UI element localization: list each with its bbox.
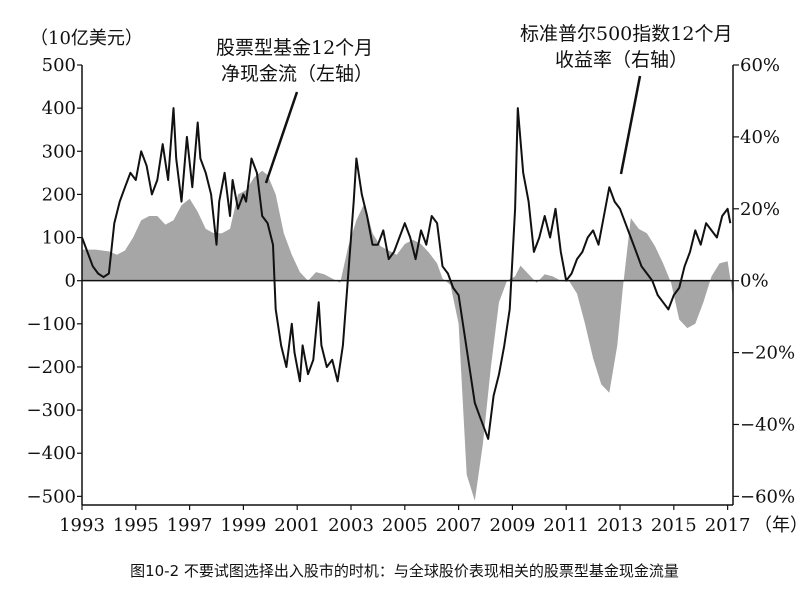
left-tick-label: 300 [42,141,76,162]
x-tick-label: 2015 [651,515,697,536]
right-tick-label: 40% [740,127,780,148]
x-tick-label: 1995 [113,515,159,536]
left-tick-label: −100 [27,314,76,335]
cash-flow-label-pointer [264,91,299,184]
figure-caption: 图10-2 不要试图选择出入股市的时机：与全球股价表现相关的股票型基金现金流量 [130,562,679,580]
right-tick-label: −20% [740,343,795,364]
x-tick-label: 2011 [543,515,589,536]
cash-flow-area [82,170,733,501]
cash-flow-area-layer [82,170,733,501]
x-tick-label: 2003 [328,515,374,536]
left-tick-label: 200 [42,184,76,205]
left-axis-unit: （10亿美元） [30,28,143,49]
left-tick-label: 500 [42,55,76,76]
left-tick-label: 100 [42,228,76,249]
x-tick-label: 2017 [705,515,751,536]
sp500-label-pointer [619,75,642,175]
left-tick-label: −500 [27,486,76,507]
x-tick-label: 2013 [597,515,643,536]
right-tick-label: 60% [740,55,780,76]
x-axis-unit: （年） [754,515,808,536]
axes: 500 400 300 200 100 0 −100 −200 −300 −400 −500 60% 4… [27,55,796,536]
cash-flow-label-line2: 净现金流（左轴） [221,63,373,85]
x-tick-label: 1999 [220,515,266,536]
left-tick-label: 400 [42,98,76,119]
cash-flow-label-line1: 股票型基金12个月 [216,37,373,59]
right-tick-label: 0% [740,271,769,292]
x-tick-label: 1993 [59,515,105,536]
x-tick-label: 2005 [382,515,428,536]
left-tick-label: −400 [27,443,76,464]
left-tick-label: 0 [65,271,76,292]
chart: 500 400 300 200 100 0 −100 −200 −300 −400 −500 60% 4… [27,23,808,536]
sp500-return-line-layer [81,107,732,440]
sp500-label-line2: 收益率（右轴） [555,49,688,71]
right-tick-label: −60% [740,486,795,507]
sp500-label-line1: 标准普尔500指数12个月 [520,23,732,45]
left-tick-label: −300 [27,400,76,421]
right-tick-label: −40% [740,414,795,435]
left-tick-label: −200 [27,357,76,378]
x-tick-label: 2009 [490,515,536,536]
sp500-return-line [81,107,732,440]
x-tick-label: 2007 [436,515,482,536]
right-tick-label: 20% [740,199,780,220]
x-tick-label: 2001 [274,515,320,536]
x-tick-label: 1997 [167,515,213,536]
